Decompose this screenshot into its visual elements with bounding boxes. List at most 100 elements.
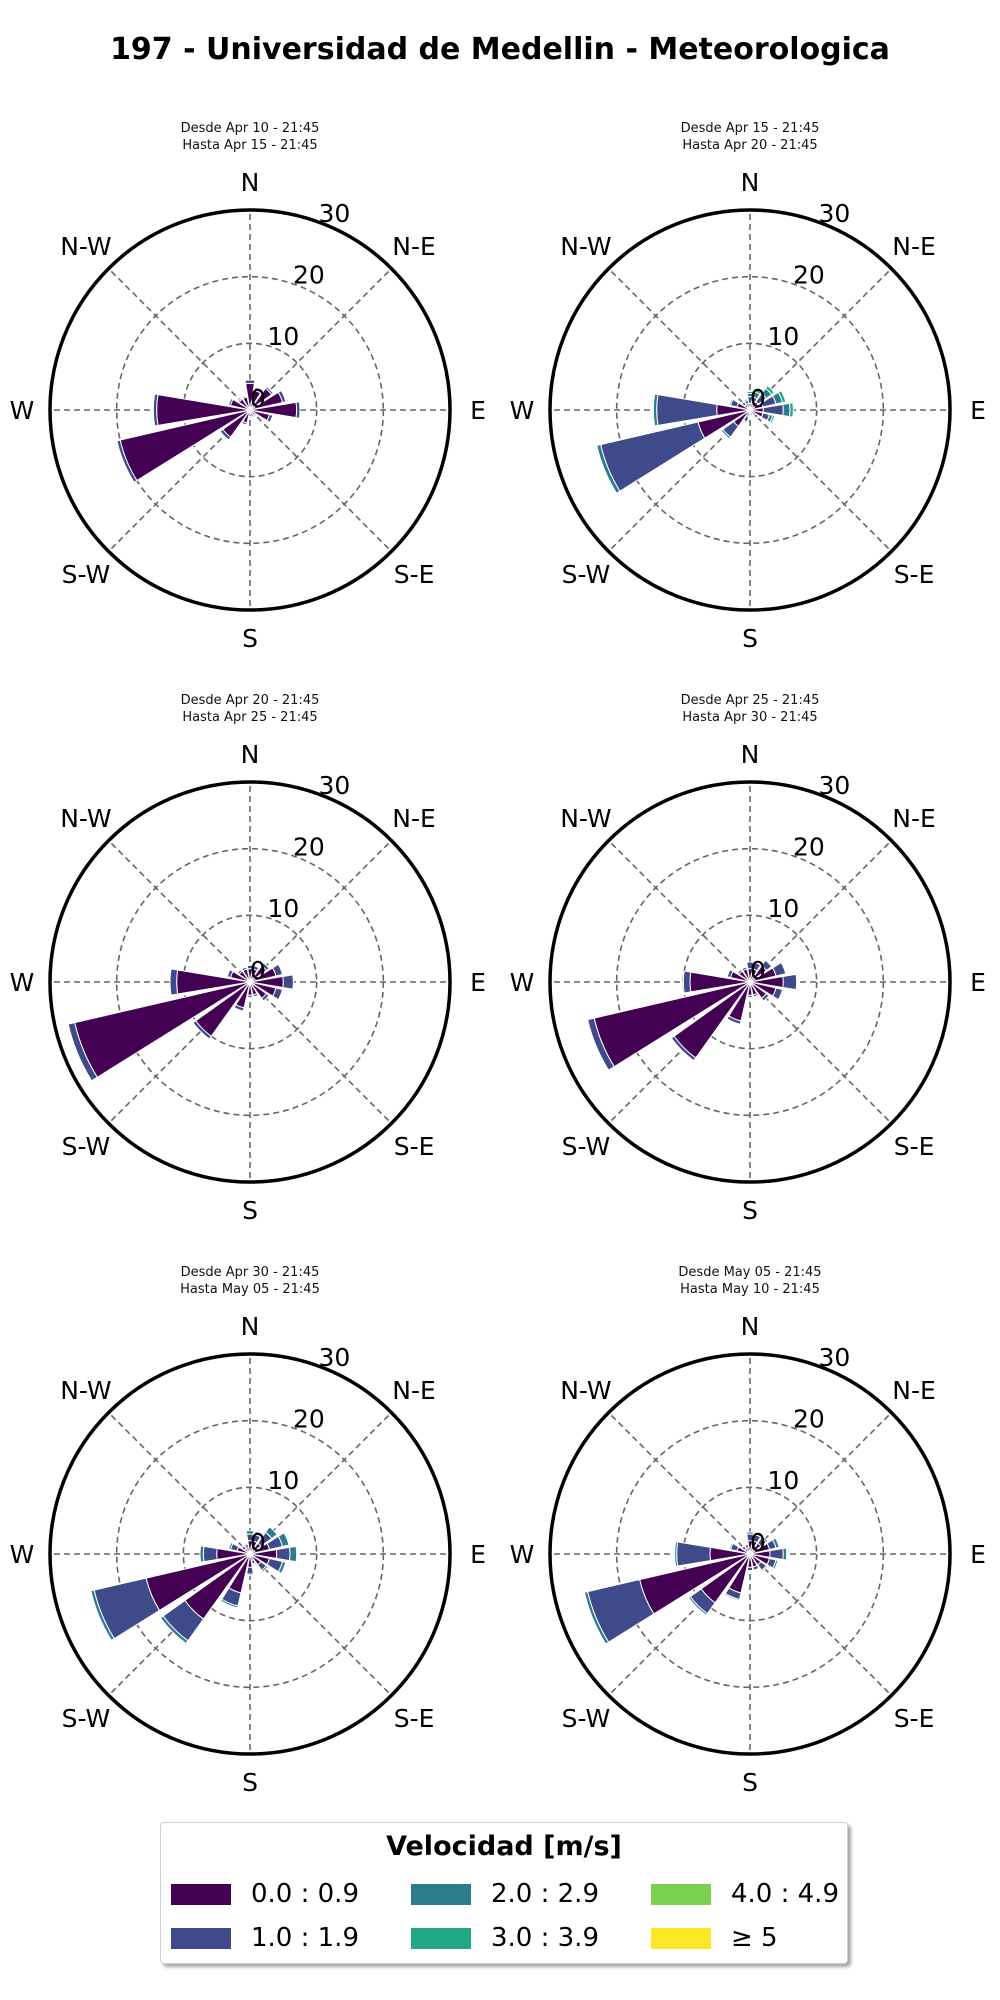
radial-tick-label: 10 xyxy=(767,1466,799,1495)
polar-frame xyxy=(548,208,952,612)
panel-subtitle: Desde Apr 30 - 21:45 Hasta May 05 - 21:45 xyxy=(0,1264,500,1298)
subtitle-from: Desde Apr 25 - 21:45 xyxy=(680,693,820,708)
compass-label: E xyxy=(470,396,486,425)
windrose-bar xyxy=(233,1003,245,1012)
compass-label: N-E xyxy=(392,232,436,261)
windrose-panel: Desde Apr 30 - 21:45 Hasta May 05 - 21:45… xyxy=(0,1144,500,1797)
compass-label: N xyxy=(741,168,760,197)
polar-frame xyxy=(48,1352,452,1756)
windrose-panel: Desde May 05 - 21:45 Hasta May 10 - 21:45… xyxy=(500,1144,1000,1797)
windrose-bar xyxy=(743,1543,749,1547)
windrose-bar xyxy=(271,987,284,1001)
windrose-bar xyxy=(688,1595,709,1616)
radial-grid-ring xyxy=(182,914,318,1050)
angular-grid-line xyxy=(749,1553,892,1696)
windrose-bar xyxy=(596,444,621,494)
subtitle-from: Desde Apr 15 - 21:45 xyxy=(680,121,820,136)
compass-label: S-E xyxy=(394,1132,435,1161)
windrose-plot: 0 10 20 30 N N-E E S-E S S-W W N-W xyxy=(10,1312,486,1797)
windrose-bar xyxy=(227,1541,234,1551)
radial-tick-label: 20 xyxy=(293,1405,325,1434)
windrose-plot: 0 10 20 30 N N-E E S-E S S-W W N-W xyxy=(510,168,986,653)
windrose-bar xyxy=(583,1591,610,1645)
radial-tick-label: 0 xyxy=(250,1528,266,1557)
windrose-bar xyxy=(723,1592,741,1602)
windrose-bar xyxy=(788,402,794,418)
windrose-bar xyxy=(782,1547,788,1561)
compass-label: N xyxy=(241,740,260,769)
compass-label: N-W xyxy=(560,1376,611,1405)
windrose-bar xyxy=(152,393,159,427)
compass-label: E xyxy=(470,1540,486,1569)
polar-frame xyxy=(48,780,452,1184)
angular-grid-line xyxy=(608,1412,751,1555)
compass-label: W xyxy=(510,1540,535,1569)
windrose-bar xyxy=(251,1561,257,1566)
windrose-bar xyxy=(253,413,258,418)
windrose-bar xyxy=(264,385,275,396)
compass-label: N-W xyxy=(60,804,111,833)
compass-label: W xyxy=(510,968,535,997)
radial-tick-label: 20 xyxy=(293,833,325,862)
windrose-bar xyxy=(771,1537,780,1549)
subtitle-to: Hasta Apr 20 - 21:45 xyxy=(682,138,818,153)
radial-tick-label: 10 xyxy=(267,322,299,351)
windrose-bar xyxy=(159,1615,189,1645)
subtitle-from: Desde May 05 - 21:45 xyxy=(678,1265,822,1280)
windrose-bar xyxy=(670,1035,697,1062)
windrose-bar xyxy=(241,966,248,972)
radial-tick-label: 20 xyxy=(793,833,825,862)
windrose-bar xyxy=(260,962,270,972)
windrose-bar xyxy=(169,968,179,996)
radial-tick-label: 0 xyxy=(250,956,266,985)
windrose-bar xyxy=(219,428,232,441)
subtitle-from: Desde Apr 30 - 21:45 xyxy=(180,1265,320,1280)
radial-tick-label: 30 xyxy=(818,199,850,228)
radial-grid-ring xyxy=(182,342,318,478)
angular-grid-line xyxy=(249,840,392,983)
radial-grid-ring xyxy=(182,1486,318,1622)
windrose-bar xyxy=(760,1564,769,1573)
angular-grid-line xyxy=(749,268,892,411)
legend-swatch xyxy=(411,1884,471,1905)
windrose-bar xyxy=(199,1545,205,1563)
radial-tick-label: 10 xyxy=(267,1466,299,1495)
windrose-bar xyxy=(277,1532,290,1548)
windrose-bar xyxy=(726,968,734,979)
windrose-bar xyxy=(746,994,754,998)
compass-label: N xyxy=(741,1312,760,1341)
windrose-bar xyxy=(275,1546,291,1562)
subtitle-to: Hasta May 05 - 21:45 xyxy=(180,1282,320,1297)
angular-grid-line xyxy=(249,268,392,411)
angular-grid-line xyxy=(108,1412,251,1555)
windrose-bar xyxy=(740,400,745,405)
windrose-bar xyxy=(295,401,301,419)
radial-tick-label: 20 xyxy=(293,261,325,290)
compass-label: N-W xyxy=(560,804,611,833)
legend-label: 0.0 : 0.9 xyxy=(251,1879,359,1909)
windrose-panel: Desde Apr 15 - 21:45 Hasta Apr 20 - 21:45… xyxy=(500,0,1000,653)
radial-tick-label: 0 xyxy=(750,1528,766,1557)
legend-swatch xyxy=(171,1928,231,1949)
windrose-bar xyxy=(746,1569,754,1572)
compass-label: N-E xyxy=(892,804,936,833)
windrose-bar xyxy=(753,1531,763,1538)
windrose-bar xyxy=(271,963,284,977)
compass-label: E xyxy=(970,396,986,425)
windrose-bar xyxy=(227,397,234,407)
angular-grid-line xyxy=(749,981,892,1124)
windrose-bar xyxy=(277,389,287,404)
windrose-bar xyxy=(245,1530,255,1535)
angular-grid-line xyxy=(608,840,751,983)
windrose-bar xyxy=(266,413,274,424)
windrose-bar xyxy=(676,1541,712,1567)
windrose-plot: 0 10 20 30 N N-E E S-E S S-W W N-W xyxy=(10,740,486,1225)
angular-grid-line xyxy=(749,840,892,983)
windrose-bar xyxy=(288,1545,298,1563)
compass-label: S-E xyxy=(894,1132,935,1161)
windrose-bar xyxy=(252,965,260,972)
windrose-bar xyxy=(260,992,270,1002)
windrose-bar xyxy=(246,994,254,998)
compass-label: S-E xyxy=(394,560,435,589)
radial-tick-label: 30 xyxy=(318,771,350,800)
